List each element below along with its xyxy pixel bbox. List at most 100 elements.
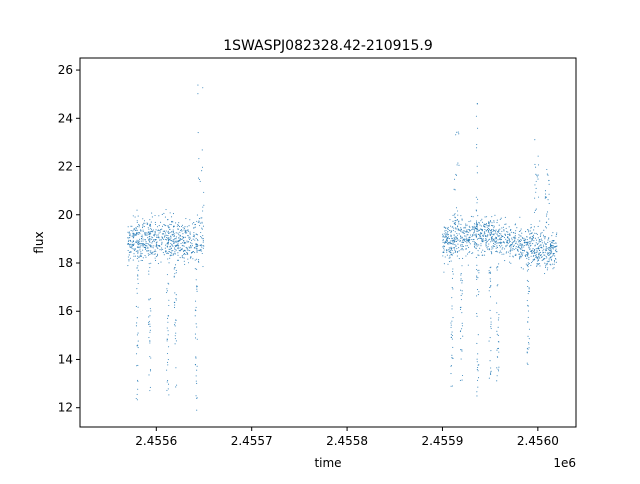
data-point [450, 237, 453, 239]
data-point [164, 234, 166, 236]
data-point [468, 225, 470, 227]
data-point [461, 290, 463, 292]
data-point [147, 227, 149, 229]
data-point [188, 237, 190, 239]
data-point [506, 241, 508, 243]
data-point [168, 248, 170, 250]
data-point [545, 246, 547, 248]
data-point [461, 247, 463, 250]
data-point [504, 223, 506, 225]
data-point [547, 251, 549, 253]
data-point [140, 255, 142, 258]
data-point [485, 243, 487, 245]
data-point [476, 221, 478, 223]
data-point [511, 237, 513, 239]
data-point [454, 213, 456, 215]
data-point [547, 199, 549, 201]
data-point [172, 240, 174, 242]
data-point [534, 163, 536, 166]
data-point [140, 230, 142, 232]
data-point [483, 233, 485, 235]
data-point [479, 232, 481, 234]
data-point [486, 247, 488, 249]
data-point [149, 315, 151, 317]
data-point [142, 229, 144, 231]
data-point [143, 222, 145, 224]
data-point [543, 241, 545, 243]
data-point [505, 227, 507, 229]
data-point [512, 247, 514, 250]
data-point [181, 256, 183, 258]
data-point [167, 282, 169, 284]
data-point [496, 219, 498, 221]
data-point [467, 264, 469, 266]
data-point [537, 225, 539, 227]
data-point [546, 262, 548, 264]
data-point [497, 239, 499, 241]
data-point [127, 226, 129, 228]
data-point [514, 223, 517, 225]
data-point [442, 235, 444, 237]
data-point [196, 249, 198, 251]
data-point [155, 255, 157, 258]
data-point [196, 338, 198, 340]
data-point [136, 267, 138, 269]
data-point [521, 253, 523, 255]
data-point [476, 295, 478, 297]
data-point [554, 255, 556, 257]
data-point [494, 214, 496, 216]
data-point [137, 246, 139, 248]
data-point [129, 239, 131, 241]
data-point [177, 224, 179, 226]
data-point [445, 249, 448, 251]
data-point [476, 268, 478, 271]
data-point [496, 349, 498, 351]
data-point [196, 248, 198, 250]
data-point [484, 226, 486, 228]
data-point [167, 239, 169, 241]
data-point [127, 231, 129, 233]
data-point [168, 239, 170, 241]
data-point [202, 265, 204, 268]
data-point [514, 239, 516, 241]
data-point [145, 232, 147, 234]
data-point [461, 350, 463, 352]
data-point [188, 247, 190, 249]
data-point [182, 227, 184, 229]
data-point [189, 233, 191, 235]
data-point [552, 232, 554, 234]
data-point [171, 234, 174, 236]
data-point [148, 254, 150, 256]
data-point [460, 289, 462, 291]
data-point [471, 229, 473, 231]
data-point [467, 238, 469, 241]
data-point [145, 234, 147, 236]
data-point [468, 231, 470, 233]
data-point [527, 293, 529, 295]
data-point [144, 232, 146, 234]
data-point [523, 249, 525, 252]
data-point [132, 244, 134, 246]
data-point [458, 233, 460, 235]
data-point [161, 233, 163, 235]
data-point [175, 332, 177, 334]
data-point [514, 232, 516, 234]
data-point [511, 243, 513, 245]
data-point [505, 238, 507, 240]
data-point [197, 177, 200, 179]
data-point [127, 256, 129, 258]
data-point [149, 239, 151, 241]
data-point [186, 226, 188, 228]
data-point [552, 242, 554, 244]
data-point [193, 236, 195, 238]
data-point [180, 238, 182, 240]
data-point [144, 239, 146, 241]
data-point [174, 335, 176, 337]
data-point [548, 260, 550, 262]
data-point [183, 254, 185, 256]
data-point [174, 292, 176, 294]
data-point [195, 380, 197, 382]
data-point [150, 245, 152, 247]
data-point [175, 272, 177, 274]
data-point [173, 233, 175, 235]
